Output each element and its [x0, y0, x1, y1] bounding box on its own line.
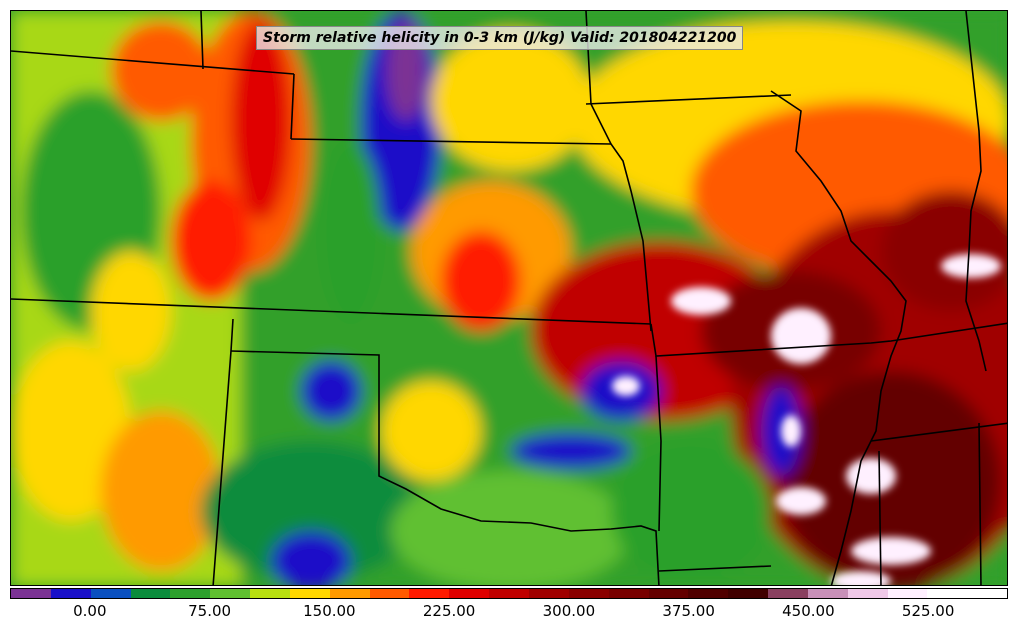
colorbar-tick-label: 450.00: [782, 602, 835, 620]
colorbar-swatch: [768, 589, 808, 598]
colorbar-swatch: [170, 589, 211, 598]
colorbar-swatch: [568, 589, 609, 598]
state-boundaries: [11, 11, 1007, 585]
colorbar-tick-label: 525.00: [901, 602, 955, 620]
helicity-map: Storm relative helicity in 0-3 km (J/kg)…: [10, 10, 1008, 586]
colorbar-ticks: 0.00 75.00 150.00 225.00 300.00 375.00 450.00 5…: [10, 600, 1008, 630]
colorbar-swatch: [688, 589, 729, 598]
colorbar-tick-label: 150.00: [303, 602, 356, 620]
high-helicity-patches: [612, 254, 1001, 585]
colorbar-swatch: [11, 589, 51, 598]
colorbar-swatch: [409, 589, 450, 598]
map-title: Storm relative helicity in 0-3 km (J/kg)…: [256, 26, 744, 50]
colorbar-swatch: [329, 589, 370, 598]
colorbar-swatch: [807, 589, 848, 598]
colorbar-tick-label: 75.00: [188, 602, 232, 620]
colorbar-swatch: [369, 589, 410, 598]
colorbar-swatch: [967, 589, 1008, 598]
colorbar-tick-label: 300.00: [542, 602, 596, 620]
colorbar-swatch: [847, 589, 888, 598]
colorbar-swatch: [289, 589, 330, 598]
colorbar-swatch: [648, 589, 689, 598]
colorbar-swatch: [250, 589, 290, 598]
colorbar-swatch: [489, 589, 529, 598]
colorbar: [10, 588, 1008, 599]
colorbar-swatch: [927, 589, 968, 598]
colorbar-swatch: [130, 589, 171, 598]
colorbar-swatch: [887, 589, 928, 598]
colorbar-swatch: [608, 589, 649, 598]
map-canvas: [11, 11, 1007, 585]
colorbar-tick-label: 225.00: [422, 602, 476, 620]
colorbar-swatch: [210, 589, 251, 598]
colorbar-swatch: [449, 589, 490, 598]
colorbar-swatch: [50, 589, 91, 598]
colorbar-tick-label: 375.00: [662, 602, 715, 620]
field-shading: [11, 11, 1007, 585]
colorbar-swatch: [90, 589, 131, 598]
colorbar-swatch: [728, 589, 769, 598]
colorbar-tick-label: 0.00: [73, 602, 107, 620]
colorbar-swatch: [528, 589, 569, 598]
